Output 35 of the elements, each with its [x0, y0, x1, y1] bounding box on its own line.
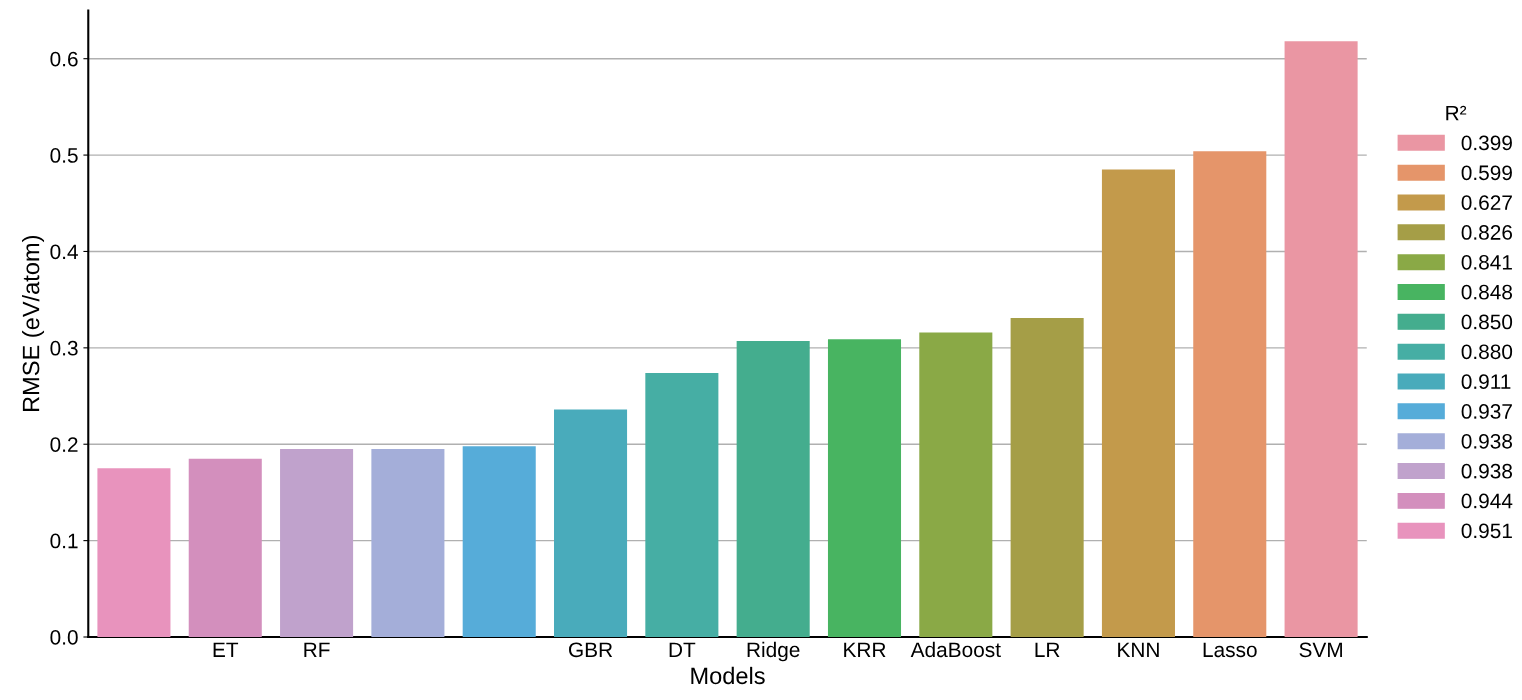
legend-label: 0.951 [1461, 523, 1512, 539]
y-tick-label: 0.1 [50, 533, 78, 549]
x-tick-label: ET [213, 642, 239, 657]
x-tick-label: KRR [844, 642, 886, 657]
legend-label: 0.599 [1461, 165, 1512, 181]
y-tick-label: 0.6 [50, 51, 78, 67]
x-axis-title: Models [691, 666, 765, 685]
y-tick-label: 0.0 [50, 630, 78, 645]
legend-label: 0.399 [1461, 135, 1512, 151]
legend-label: 0.944 [1461, 493, 1513, 509]
y-tick-label: 0.3 [50, 340, 78, 356]
legend-label: 0.826 [1461, 225, 1513, 240]
legend-label: 0.841 [1461, 254, 1512, 270]
x-tick-label: Ridge [747, 641, 800, 662]
legend-label: 0.850 [1461, 314, 1513, 330]
x-tick-label: GBR [569, 642, 613, 658]
x-tick-label: RF [304, 642, 330, 657]
x-tick-label: DT [669, 642, 696, 657]
x-tick-label: KNN [1118, 642, 1159, 657]
x-tick-label: Lasso [1203, 642, 1257, 658]
y-axis-title: RMSE (eV/atom) [22, 236, 45, 412]
x-tick-label: LR [1035, 642, 1060, 657]
legend-label: 0.627 [1461, 195, 1512, 210]
legend-title: R² [1446, 105, 1467, 121]
y-tick-label: 0.2 [50, 437, 78, 452]
legend-label: 0.880 [1461, 344, 1513, 360]
x-tick-label: AdaBoost [910, 641, 1001, 658]
x-tick-label: SVM [1299, 642, 1342, 658]
y-tick-label: 0.5 [50, 148, 78, 163]
legend-label: 0.911 [1461, 374, 1511, 390]
legend-label: 0.937 [1461, 404, 1512, 419]
legend-label: 0.938 [1461, 433, 1513, 449]
legend-label: 0.848 [1461, 284, 1513, 300]
y-tick-label: 0.4 [50, 244, 78, 260]
legend-label: 0.938 [1461, 463, 1513, 479]
